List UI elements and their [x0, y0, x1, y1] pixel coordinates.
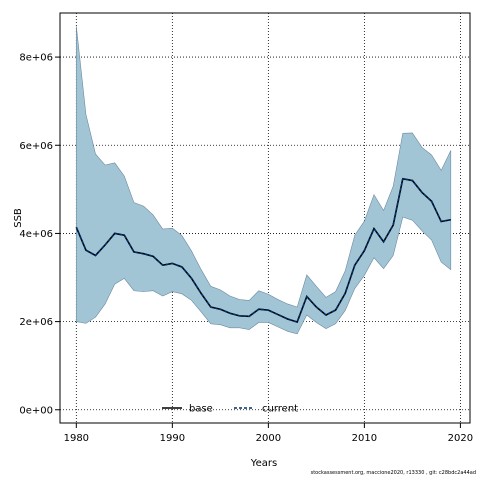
legend-label-base: base	[189, 404, 213, 415]
plot-frame	[59, 12, 471, 424]
band-area	[76, 26, 452, 335]
y-tick-label: 2e+06	[19, 317, 53, 328]
series-line-current	[75, 177, 451, 324]
y-tick-label: 8e+06	[19, 53, 53, 64]
x-tick-label: 2020	[448, 433, 473, 444]
x-tick-label: 1980	[64, 433, 89, 444]
y-axis-title: SSB	[13, 208, 24, 228]
y-tick-label: 0e+00	[19, 405, 53, 416]
y-tick-label: 6e+06	[19, 141, 53, 152]
legend: base current	[162, 404, 298, 415]
footer-credit: stockassessment.org, maccione2020, r1333…	[310, 470, 476, 476]
legend-label-current: current	[262, 404, 298, 415]
y-tick-label: 4e+06	[19, 229, 53, 240]
x-axis-title: Years	[250, 458, 277, 469]
x-tick-label: 2000	[256, 433, 281, 444]
series-lines	[75, 177, 451, 324]
confidence-band	[76, 26, 452, 335]
axes: 1980 1990 2000 2010 2020 0e+00 2e+06 4e+06 6e+06…	[19, 53, 473, 444]
x-tick-label: 1990	[160, 433, 185, 444]
x-tick-label: 2010	[352, 433, 377, 444]
